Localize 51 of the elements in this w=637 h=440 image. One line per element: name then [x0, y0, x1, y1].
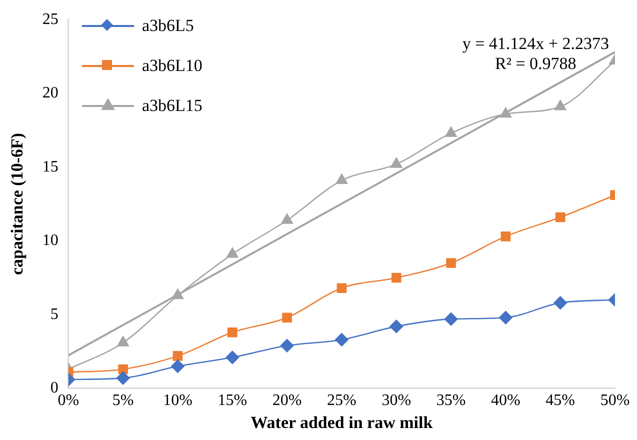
- point: [390, 158, 402, 168]
- annotation: y = 41.124x + 2.2373: [462, 34, 609, 54]
- y-tick-label: 5: [50, 306, 58, 323]
- point: [500, 232, 511, 242]
- annotation: R² = 0.9788: [494, 54, 578, 74]
- point: [171, 360, 184, 373]
- point: [226, 248, 238, 258]
- point: [336, 174, 348, 184]
- x-tick-label: 10%: [163, 392, 192, 410]
- legend-label: a3b6L10: [142, 56, 202, 76]
- point: [172, 288, 184, 300]
- y-tick-label: 15: [42, 158, 58, 176]
- x-tick-label: 30%: [382, 392, 412, 410]
- point: [281, 214, 293, 224]
- legend-label: a3b6L5: [142, 16, 194, 36]
- x-tick-label: 15%: [218, 392, 248, 410]
- x-tick-label: 0%: [58, 392, 80, 410]
- x-tick-label: 50%: [600, 392, 630, 410]
- x-tick-label: 45%: [546, 392, 576, 410]
- point: [554, 296, 567, 310]
- y-tick-label: 20: [42, 84, 58, 102]
- y-tick-label: 0: [50, 380, 58, 397]
- point: [116, 371, 130, 385]
- x-tick-label: 35%: [436, 392, 466, 410]
- point: [444, 312, 458, 326]
- point: [172, 351, 183, 361]
- x-tick-label: 25%: [327, 392, 356, 410]
- y-tick-label: 25: [42, 10, 58, 28]
- x-tick-label: 20%: [272, 392, 302, 410]
- point: [446, 258, 456, 268]
- point: [445, 126, 457, 137]
- point: [555, 212, 566, 222]
- point: [391, 272, 402, 283]
- x-tick-label: 40%: [491, 392, 520, 410]
- point: [335, 333, 348, 346]
- legend-label: a3b6L15: [142, 96, 202, 116]
- y-tick-label: 10: [42, 232, 58, 250]
- point: [500, 107, 512, 118]
- point: [118, 364, 128, 374]
- x-axis-title: Water added in raw milk: [250, 413, 434, 432]
- point: [554, 100, 566, 110]
- x-tick-label: 5%: [112, 392, 134, 410]
- y-axis-title: capacitance (10-6F): [8, 132, 27, 276]
- point: [390, 320, 404, 334]
- point: [117, 336, 129, 346]
- point: [227, 327, 238, 338]
- point: [336, 283, 347, 293]
- point: [280, 338, 294, 352]
- point: [499, 310, 512, 324]
- point: [226, 350, 240, 364]
- point: [282, 312, 292, 322]
